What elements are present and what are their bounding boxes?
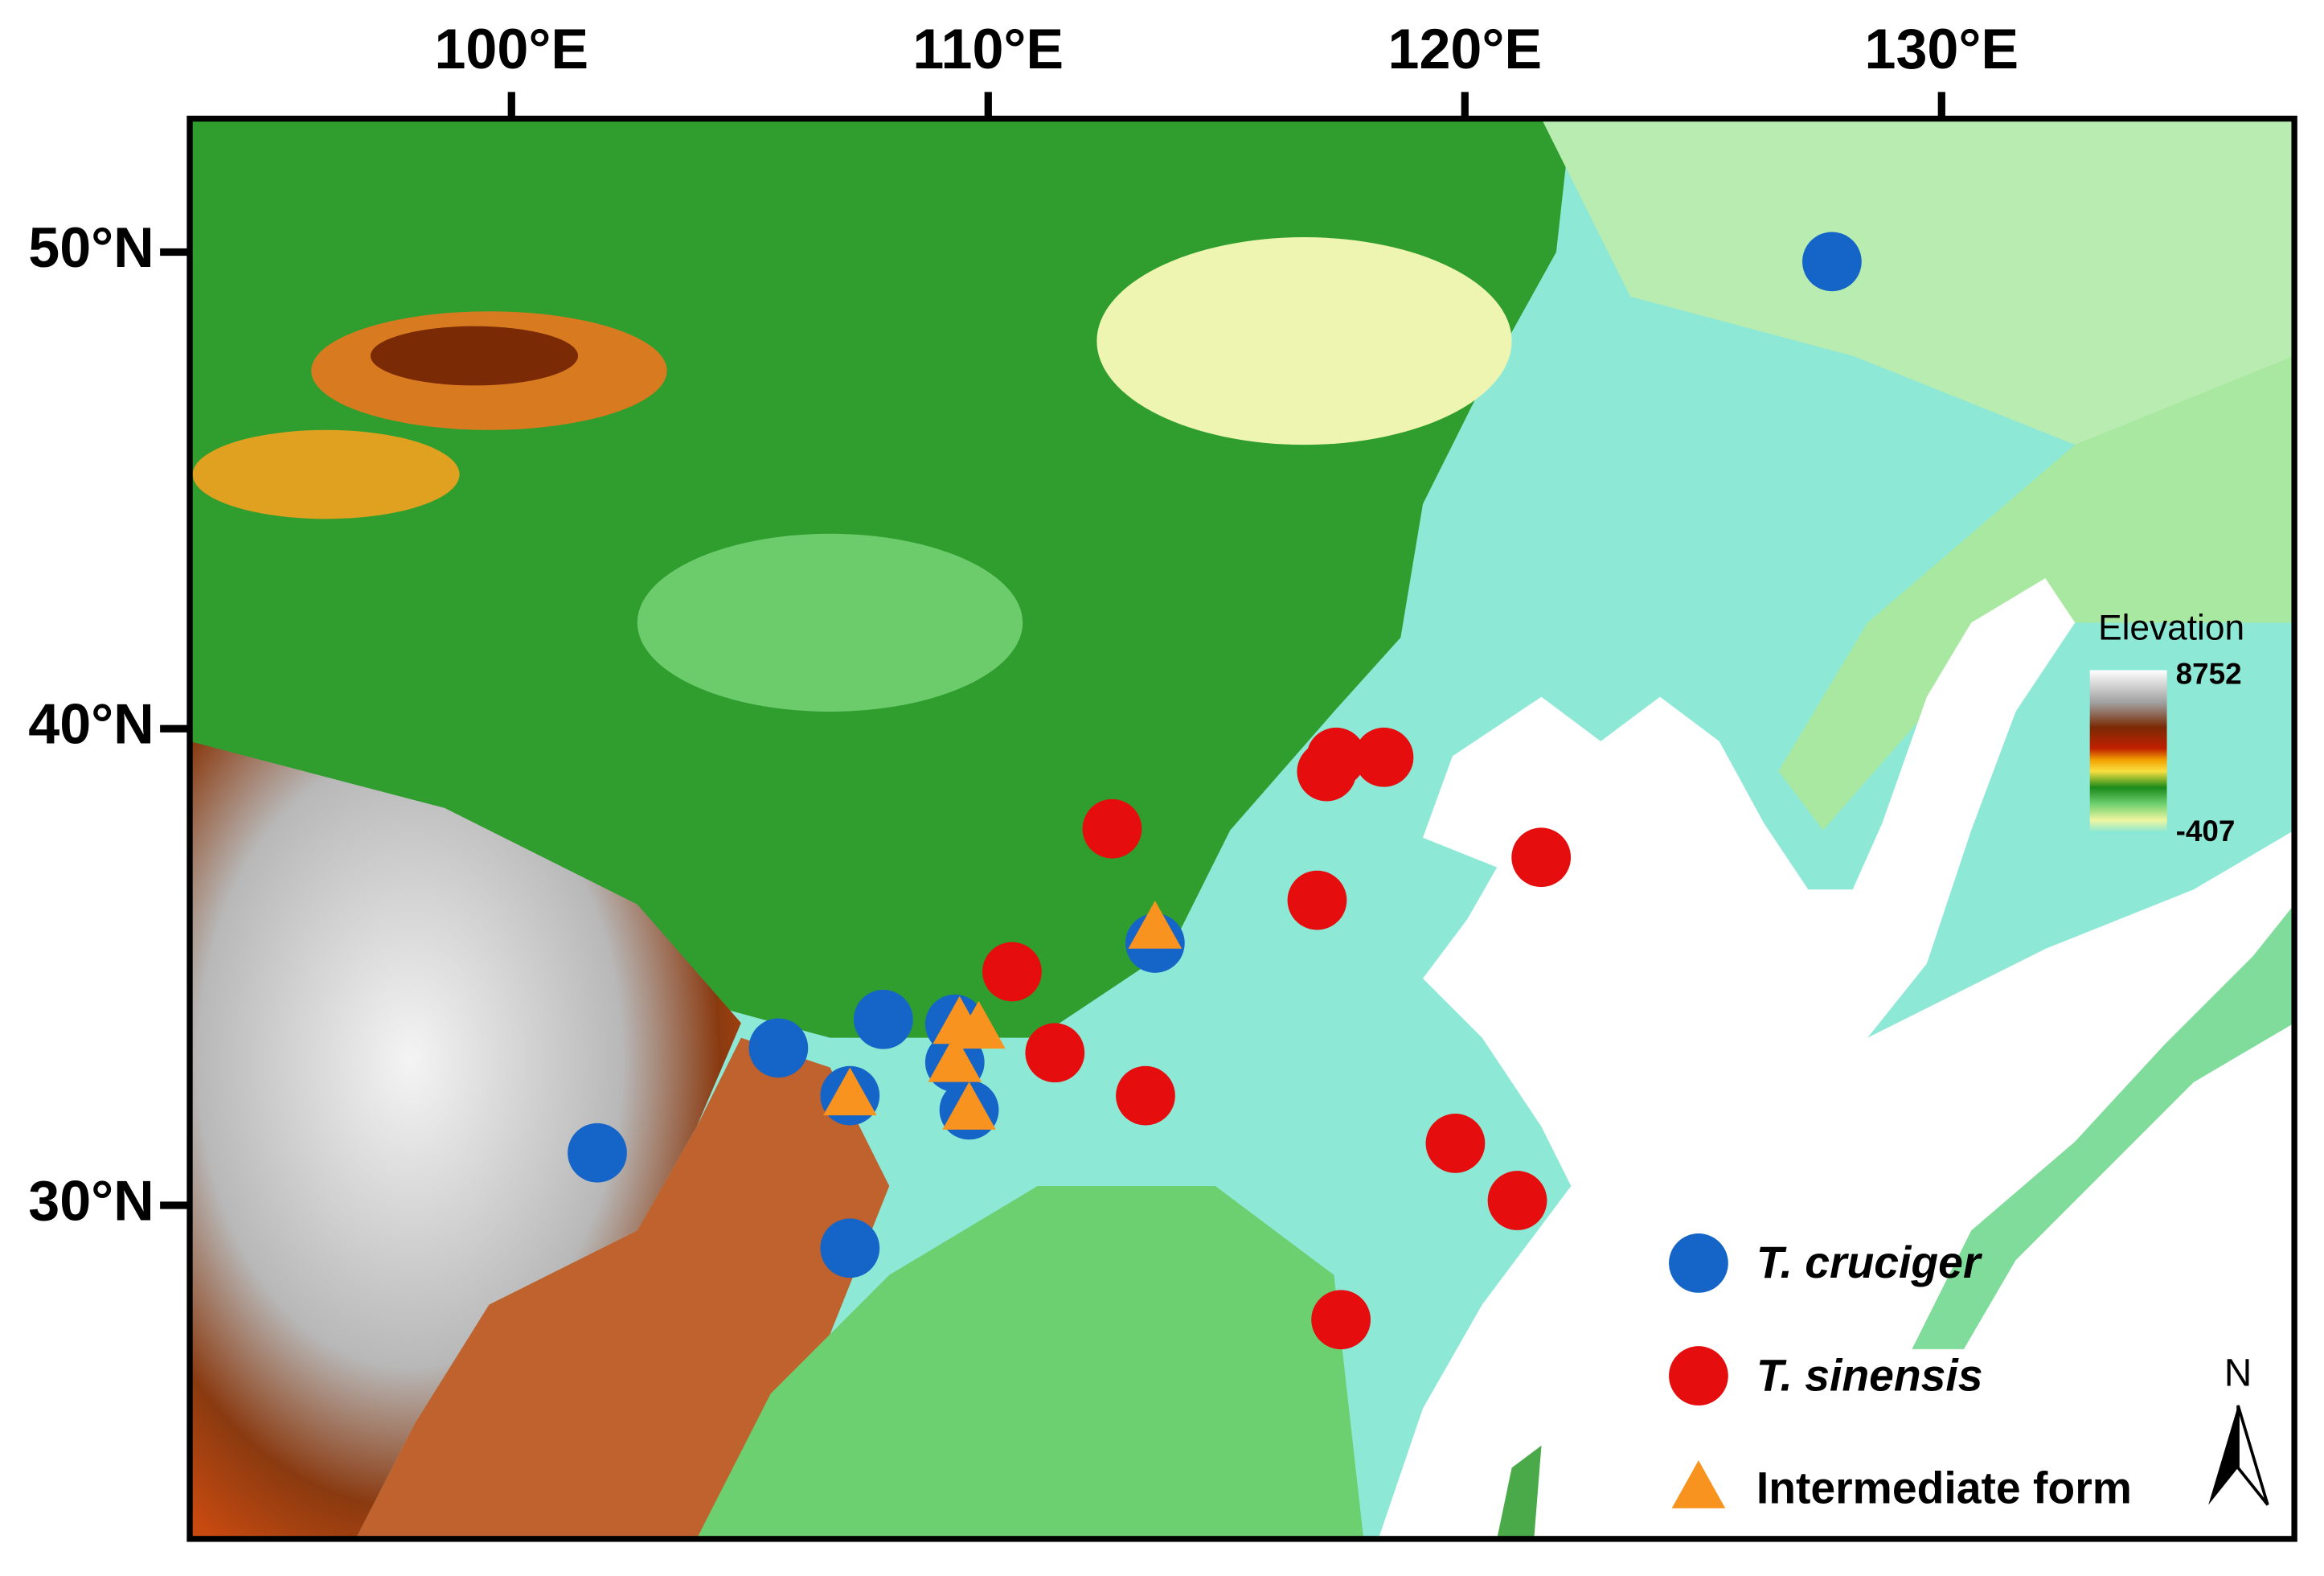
north-arrow [2208, 1405, 2239, 1505]
y-tick-label: 50°N [28, 216, 154, 279]
x-tick-label: 120°E [1387, 18, 1542, 80]
circle-marker [1025, 1023, 1085, 1083]
north-label: N [2224, 1352, 2252, 1395]
triangle-marker [1128, 901, 1182, 949]
circle-marker [1311, 1290, 1371, 1350]
map-frame [186, 115, 2297, 1542]
circle-marker [1802, 232, 1862, 292]
legend-label: T. sinensis [1756, 1350, 1983, 1400]
circle-marker [820, 1218, 880, 1278]
circle-marker [1306, 727, 1367, 787]
elevation-min: -407 [2176, 815, 2236, 848]
elevation-background [190, 118, 2295, 1539]
y-tick-label: 40°N [28, 693, 154, 756]
x-tick-label: 110°E [912, 18, 1064, 80]
elevation-colorbar [2089, 670, 2167, 834]
circle-marker [982, 942, 1042, 1002]
circle-marker [1354, 727, 1414, 787]
y-tick-label: 30°N [28, 1169, 154, 1232]
x-tick-label: 130°E [1864, 18, 2019, 80]
north-arrow [2236, 1405, 2269, 1506]
legend-label: T. cruciger [1756, 1237, 1983, 1287]
triangle-marker [928, 1034, 982, 1082]
x-tick-label: 100°E [434, 18, 588, 80]
circle-marker [1487, 1171, 1547, 1230]
elevation-title: Elevation [2098, 608, 2244, 647]
triangle-marker [1671, 1460, 1726, 1508]
triangle-marker [942, 1081, 996, 1130]
triangle-marker [823, 1067, 877, 1116]
circle-marker [1669, 1346, 1728, 1406]
elevation-max: 8752 [2176, 658, 2242, 691]
legend: T. cruciger T. sinensis Intermediate form [1669, 1233, 2132, 1512]
triangle-marker [952, 1000, 1006, 1049]
circle-marker [853, 989, 913, 1049]
circle-marker [1116, 1065, 1175, 1126]
circle-marker [748, 1018, 809, 1078]
circle-marker [1511, 827, 1572, 888]
circle-marker [1425, 1114, 1486, 1173]
legend-label: Intermediate form [1756, 1463, 2132, 1512]
circle-marker [568, 1122, 627, 1183]
circle-marker [1669, 1233, 1728, 1293]
points [568, 232, 1862, 1350]
circle-marker [1287, 870, 1347, 930]
circle-marker [1082, 798, 1142, 859]
